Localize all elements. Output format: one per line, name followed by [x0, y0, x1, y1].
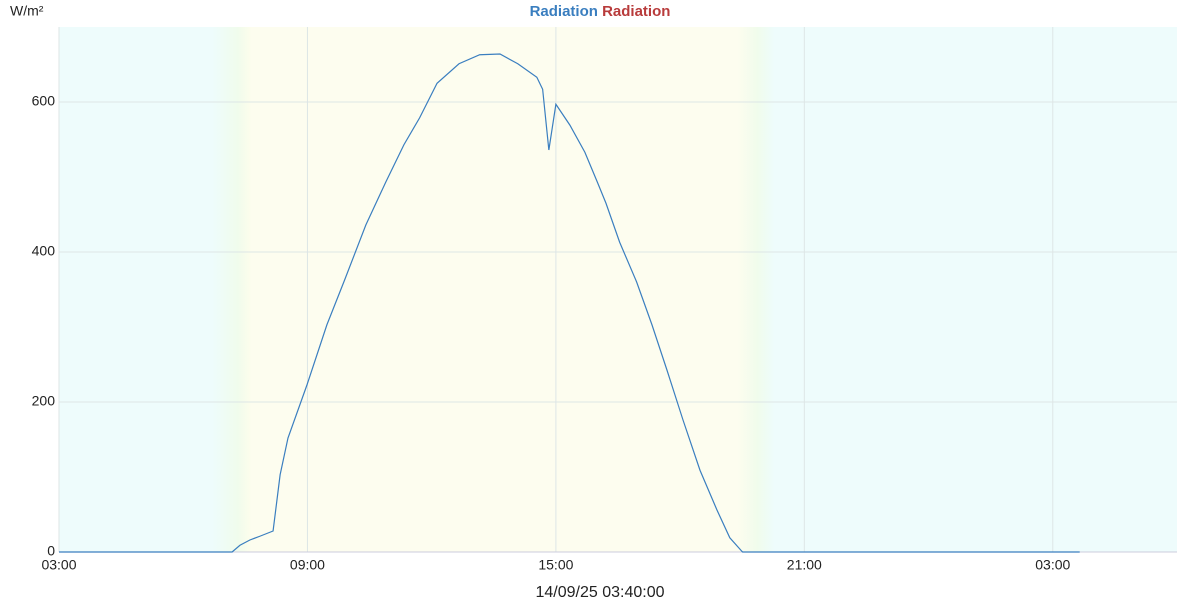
- legend: Radiation Radiation: [530, 3, 671, 20]
- legend-entry: Radiation: [530, 3, 598, 20]
- x-tick-label: 15:00: [538, 557, 573, 573]
- x-tick-label: 09:00: [290, 557, 325, 573]
- x-tick-label: 03:00: [41, 557, 76, 573]
- x-tick-label: 03:00: [1035, 557, 1070, 573]
- y-tick-label: 0: [47, 543, 55, 559]
- plot-background: [59, 27, 1177, 552]
- y-tick-label: 600: [32, 93, 56, 109]
- y-tick-label: 200: [32, 393, 56, 409]
- legend-entry: Radiation: [602, 3, 670, 20]
- y-tick-label: 400: [32, 243, 56, 259]
- x-axis-label: 14/09/25 03:40:00: [535, 584, 664, 600]
- data-line: [59, 53, 1080, 553]
- x-tick-label: 21:00: [787, 557, 822, 573]
- y-axis-label: W/m²: [10, 3, 44, 19]
